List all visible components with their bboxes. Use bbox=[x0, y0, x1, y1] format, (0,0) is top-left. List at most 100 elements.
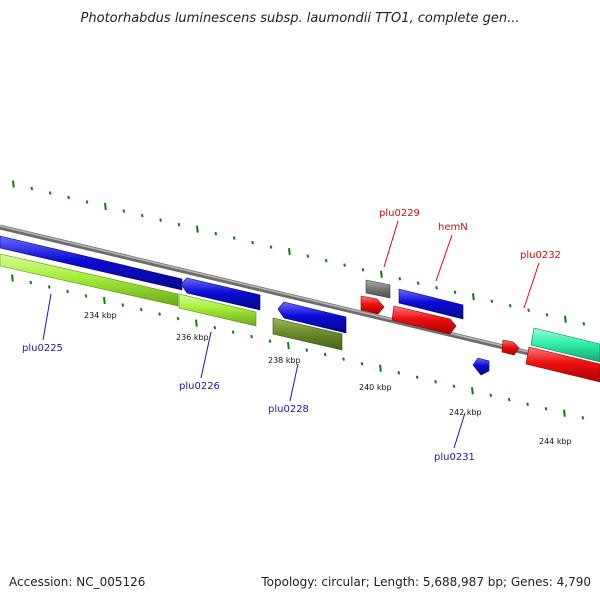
scale-tick bbox=[342, 357, 345, 361]
gene-plu0228[interactable] bbox=[277, 301, 347, 334]
scale-tick bbox=[85, 200, 89, 204]
label-plu0228[interactable]: plu0228 bbox=[268, 404, 309, 415]
scale-tick bbox=[269, 245, 273, 249]
label-plu0231[interactable]: plu0231 bbox=[434, 452, 475, 463]
scale-tick bbox=[214, 231, 218, 236]
scale-tick bbox=[453, 290, 457, 294]
scale-tick bbox=[66, 289, 69, 294]
scale-tick bbox=[103, 296, 106, 305]
scale-tick bbox=[508, 303, 512, 308]
genome-summary-text: Topology: circular; Length: 5,688,987 bp… bbox=[260, 575, 591, 589]
gene-features bbox=[0, 235, 600, 383]
genome-backbone bbox=[0, 224, 600, 373]
gene-plu0226[interactable] bbox=[180, 277, 261, 311]
label-plu0229[interactable]: plu0229 bbox=[379, 208, 420, 219]
scale-tick bbox=[48, 191, 52, 195]
scale-tick bbox=[306, 254, 310, 258]
scale-tick bbox=[121, 303, 125, 307]
scale-tick bbox=[397, 370, 401, 375]
scale-tick bbox=[398, 276, 402, 281]
scale-tick bbox=[139, 307, 143, 312]
gene-red-small-b[interactable] bbox=[501, 339, 520, 356]
gene-plu0225[interactable] bbox=[0, 235, 183, 291]
gene-plu0232[interactable] bbox=[530, 327, 600, 363]
scale-tick bbox=[434, 379, 437, 384]
scale-tick bbox=[564, 315, 567, 323]
scale-label: 234 kbp bbox=[84, 311, 117, 320]
scale-tick bbox=[527, 308, 530, 312]
scale-tick bbox=[343, 263, 346, 267]
scale-tick bbox=[122, 209, 126, 213]
scale-tick bbox=[250, 334, 253, 339]
map-title: Photorhabdus luminescens subsp. laumondi… bbox=[81, 11, 520, 26]
scale-tick bbox=[158, 312, 161, 316]
scale-tick bbox=[29, 280, 33, 285]
scale-tick bbox=[324, 258, 328, 263]
gene-red-small-a[interactable] bbox=[360, 295, 385, 315]
scale-tick bbox=[490, 299, 494, 303]
gene-plu0229[interactable] bbox=[365, 279, 391, 299]
accession-text: Accession: NC_005126 bbox=[9, 575, 145, 589]
label-leaders bbox=[42, 220, 540, 449]
scale-tick bbox=[251, 240, 254, 245]
gene-plu0231[interactable] bbox=[472, 357, 490, 376]
scale-tick bbox=[12, 180, 15, 188]
label-plu0225[interactable]: plu0225 bbox=[22, 343, 63, 354]
scale-tick bbox=[360, 361, 364, 366]
scale-tick bbox=[379, 364, 382, 372]
scale-label: 238 kbp bbox=[268, 356, 301, 365]
gene-red-right[interactable] bbox=[525, 346, 600, 383]
scale-tick bbox=[305, 348, 309, 352]
scale-tick bbox=[435, 285, 438, 290]
scale-label: 244 kbp bbox=[539, 437, 572, 446]
scale-tick bbox=[67, 195, 70, 200]
scale-tick bbox=[472, 293, 475, 301]
gene-label-group: plu0225 plu0226 plu0228 plu0229 hemN plu… bbox=[22, 208, 561, 463]
scale-tick bbox=[231, 330, 235, 334]
scale-tick bbox=[471, 387, 474, 395]
scale-label-group: 234 kbp 236 kbp 238 kbp 240 kbp 242 kbp … bbox=[84, 311, 572, 446]
scale-tick bbox=[140, 213, 144, 218]
scale-tick bbox=[581, 415, 585, 420]
scale-tick bbox=[213, 325, 217, 330]
scale-tick bbox=[415, 375, 419, 379]
scale-tick bbox=[232, 236, 236, 240]
scale-tick bbox=[507, 397, 511, 402]
gene-hemN[interactable] bbox=[398, 288, 464, 320]
inner-tick-ring bbox=[11, 274, 585, 420]
scale-tick bbox=[159, 218, 162, 222]
scale-tick bbox=[268, 339, 272, 343]
scale-tick bbox=[416, 281, 420, 285]
scale-tick bbox=[196, 225, 199, 233]
scale-tick bbox=[361, 267, 365, 272]
label-plu0226[interactable]: plu0226 bbox=[179, 381, 220, 392]
gene-lime-large[interactable] bbox=[0, 253, 179, 307]
scale-tick bbox=[380, 270, 383, 278]
scale-label: 240 kbp bbox=[359, 383, 392, 392]
scale-tick bbox=[47, 285, 51, 289]
scale-tick bbox=[11, 274, 14, 282]
scale-tick bbox=[323, 352, 327, 357]
scale-tick bbox=[526, 402, 529, 406]
gene-red-hemN[interactable] bbox=[391, 305, 457, 335]
scale-tick bbox=[489, 393, 493, 397]
scale-tick bbox=[582, 321, 586, 326]
scale-label: 242 kbp bbox=[449, 408, 482, 417]
scale-tick bbox=[177, 222, 181, 227]
gene-lime-small[interactable] bbox=[178, 293, 257, 327]
label-plu0232[interactable]: plu0232 bbox=[520, 250, 561, 261]
scale-tick bbox=[563, 409, 566, 417]
scale-tick bbox=[288, 247, 291, 256]
scale-tick bbox=[544, 406, 548, 411]
gene-olive[interactable] bbox=[272, 317, 343, 351]
scale-tick bbox=[545, 312, 549, 317]
scale-tick bbox=[287, 341, 290, 350]
scale-tick bbox=[452, 384, 456, 388]
scale-tick bbox=[176, 316, 180, 321]
outer-tick-ring bbox=[12, 180, 586, 326]
label-hemN[interactable]: hemN bbox=[438, 222, 468, 233]
scale-label: 236 kbp bbox=[176, 333, 209, 342]
scale-tick bbox=[84, 294, 88, 298]
scale-tick bbox=[195, 319, 198, 327]
